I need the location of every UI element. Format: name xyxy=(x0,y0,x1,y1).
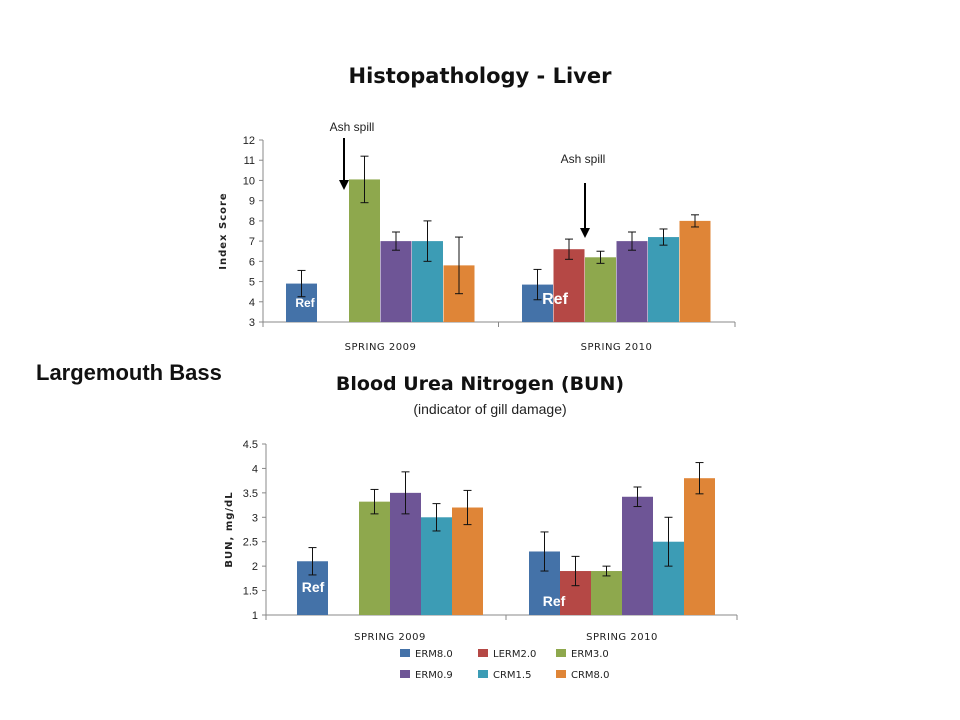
chart1-y-tick-label: 10 xyxy=(243,175,255,187)
legend-swatch xyxy=(478,670,488,678)
chart1-annotation-arrow-head xyxy=(339,180,349,190)
chart1-bar xyxy=(616,241,648,322)
species-label: Largemouth Bass xyxy=(36,360,222,385)
chart2-subtitle: (indicator of gill damage) xyxy=(413,401,567,417)
chart1-title: Histopathology - Liver xyxy=(348,64,612,88)
chart1-ref-label: Ref xyxy=(542,291,568,308)
chart1-y-tick-label: 11 xyxy=(244,155,255,167)
chart2-y-tick-label: 1.5 xyxy=(243,586,258,598)
chart2-y-tick-label: 3 xyxy=(252,512,258,524)
chart1-bar xyxy=(553,249,585,322)
chart2-bar xyxy=(359,501,390,615)
chart2-y-tick-label: 2 xyxy=(252,561,258,573)
legend-label: ERM0.9 xyxy=(415,670,453,681)
chart1-y-tick-label: 3 xyxy=(249,317,255,329)
chart1-category-label: SPRING 2009 xyxy=(345,342,417,353)
chart1-y-tick-label: 6 xyxy=(249,256,255,268)
chart1-bar xyxy=(585,257,616,322)
chart2-y-tick-label: 2.5 xyxy=(243,537,258,549)
chart1-bar xyxy=(648,237,679,322)
legend-label: LERM2.0 xyxy=(493,649,536,660)
chart1-y-tick-label: 5 xyxy=(249,277,255,289)
chart2-title: Blood Urea Nitrogen (BUN) xyxy=(335,373,625,395)
chart1-y-tick-label: 4 xyxy=(249,297,255,309)
chart2-y-tick-label: 4 xyxy=(252,463,258,475)
chart1-y-axis-label: Index Score xyxy=(218,192,229,269)
chart2-bar xyxy=(452,507,483,615)
legend-label: ERM3.0 xyxy=(571,649,609,660)
chart2-bar xyxy=(622,496,653,615)
legend-label: ERM8.0 xyxy=(415,649,453,660)
chart1-category-label: SPRING 2010 xyxy=(581,342,653,353)
chart1-annotation-arrow-head xyxy=(580,228,590,238)
chart2-bar xyxy=(591,571,622,615)
legend-label: CRM1.5 xyxy=(493,670,531,681)
chart2-category-label: SPRING 2010 xyxy=(586,632,658,643)
chart1-y-tick-label: 7 xyxy=(249,236,255,248)
chart1-y-tick-label: 9 xyxy=(249,196,255,208)
legend-swatch xyxy=(400,649,410,657)
chart1-ref-label: Ref xyxy=(295,296,315,310)
chart2-ref-label: Ref xyxy=(302,579,325,595)
chart2-y-tick-label: 3.5 xyxy=(243,488,258,500)
chart2-ref-label: Ref xyxy=(543,593,566,609)
chart1-bar xyxy=(679,220,711,322)
chart2-y-tick-label: 1 xyxy=(252,610,258,622)
chart1-bar xyxy=(380,241,412,322)
legend-label: CRM8.0 xyxy=(571,670,609,681)
chart2-category-label: SPRING 2009 xyxy=(354,632,426,643)
chart1-y-tick-label: 12 xyxy=(243,135,255,147)
chart2-bar xyxy=(684,478,715,615)
chart1-bar xyxy=(349,179,380,322)
chart1-y-tick-label: 8 xyxy=(249,216,255,228)
legend-swatch xyxy=(556,670,566,678)
chart1-annotation-text: Ash spill xyxy=(330,120,375,134)
chart2-y-tick-label: 4.5 xyxy=(243,439,258,451)
legend-swatch xyxy=(400,670,410,678)
chart1-annotation-text: Ash spill xyxy=(561,152,606,166)
legend-swatch xyxy=(556,649,566,657)
chart2-bar xyxy=(421,517,452,615)
chart2-y-axis-label: BUN, mg/dL xyxy=(224,491,235,567)
legend-swatch xyxy=(478,649,488,657)
